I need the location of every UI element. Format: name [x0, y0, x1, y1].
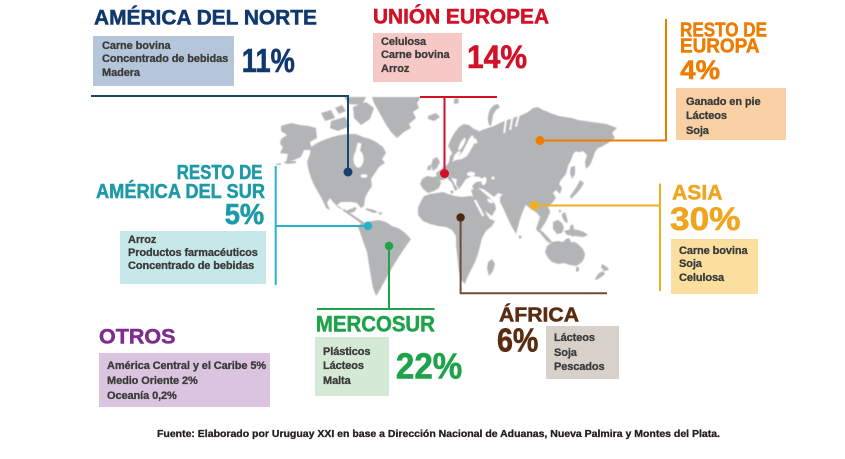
- svg-text:Fuente: Elaborado por Uruguay: Fuente: Elaborado por Uruguay XXI en bas…: [157, 429, 720, 440]
- svg-text:ASIA: ASIA: [672, 182, 723, 205]
- svg-text:22%: 22%: [396, 345, 462, 386]
- svg-text:11%: 11%: [242, 42, 295, 79]
- svg-text:RESTO DE: RESTO DE: [177, 162, 263, 184]
- svg-text:AMÉRICA DEL NORTE: AMÉRICA DEL NORTE: [94, 7, 317, 30]
- svg-text:14%: 14%: [467, 39, 527, 75]
- svg-text:RESTO DE: RESTO DE: [680, 19, 767, 42]
- svg-text:OTROS: OTROS: [99, 326, 175, 349]
- svg-text:MERCOSUR: MERCOSUR: [316, 311, 435, 336]
- svg-text:4%: 4%: [680, 55, 720, 85]
- svg-text:ÁFRICA: ÁFRICA: [499, 304, 579, 327]
- svg-text:AMÉRICA DEL SUR: AMÉRICA DEL SUR: [96, 180, 265, 203]
- svg-text:UNIÓN EUROPEA: UNIÓN EUROPEA: [373, 5, 549, 29]
- svg-text:EUROPA: EUROPA: [680, 35, 760, 58]
- svg-text:5%: 5%: [225, 199, 265, 231]
- svg-text:6%: 6%: [497, 322, 538, 359]
- svg-text:30%: 30%: [670, 201, 741, 237]
